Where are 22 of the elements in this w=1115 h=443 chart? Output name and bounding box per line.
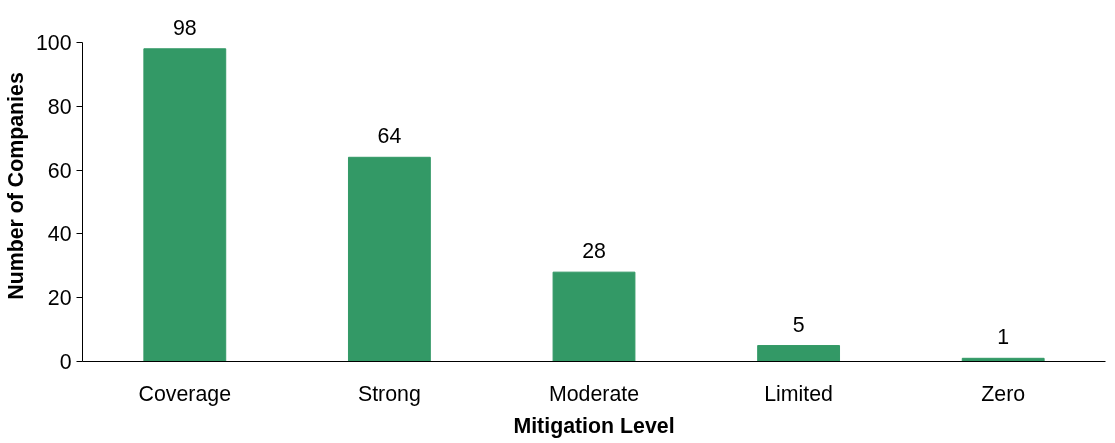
bar	[552, 271, 636, 362]
x-axis-title: Mitigation Level	[513, 413, 675, 438]
y-tick-label: 0	[59, 350, 72, 374]
x-tick-label: Strong	[357, 381, 421, 406]
bar	[143, 48, 227, 362]
x-tick-label: Limited	[764, 381, 833, 406]
y-tick-label: 100	[35, 30, 72, 55]
data-label: 1	[997, 325, 1010, 350]
bar	[347, 156, 431, 362]
x-tick-label: Zero	[981, 381, 1026, 406]
bar	[757, 345, 841, 362]
y-axis-title: Number of Companies	[3, 72, 28, 300]
data-label: 28	[582, 239, 606, 264]
data-label: 98	[172, 15, 197, 40]
x-tick-label: Moderate	[548, 381, 640, 406]
y-tick-label: 80	[47, 94, 72, 119]
data-label: 5	[792, 312, 805, 337]
data-label: 64	[377, 124, 402, 149]
y-tick-label: 60	[47, 158, 72, 183]
y-tick-label: 20	[47, 286, 72, 311]
y-tick-label: 40	[47, 222, 72, 247]
x-tick-label: Coverage	[138, 381, 232, 406]
